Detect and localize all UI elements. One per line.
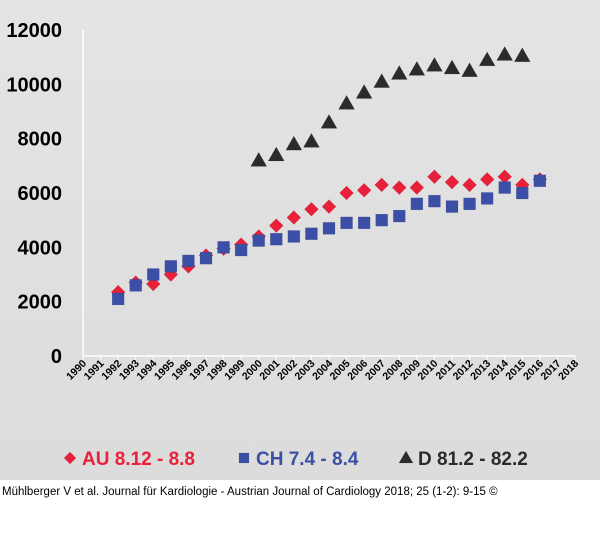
data-point-diamond xyxy=(409,180,425,195)
data-point-square xyxy=(270,232,283,246)
data-point-square xyxy=(375,213,388,227)
data-point-triangle xyxy=(390,64,408,80)
y-tick-label: 0 xyxy=(51,346,62,368)
data-point-square xyxy=(463,197,476,211)
data-point-square xyxy=(252,234,265,247)
data-point-triangle xyxy=(425,56,443,72)
data-point-triangle xyxy=(478,51,496,67)
y-tick-label: 10000 xyxy=(6,74,62,96)
data-point-square xyxy=(129,279,142,292)
data-point-square xyxy=(322,222,336,235)
data-point-square xyxy=(410,197,424,211)
data-point-diamond xyxy=(356,182,372,198)
data-point-square xyxy=(287,230,301,243)
data-point-diamond xyxy=(286,210,302,225)
legend-label: CH 7.4 - 8.4 xyxy=(256,449,359,470)
data-point-square xyxy=(199,251,213,265)
data-point-square xyxy=(182,254,195,268)
x-tick-label: 2018 xyxy=(556,358,581,383)
data-point-square xyxy=(217,241,230,254)
y-tick-label: 6000 xyxy=(18,183,63,205)
data-point-triangle xyxy=(267,146,285,162)
data-point-triangle xyxy=(496,45,514,61)
scatter-chart: 0200040006000800010000120001990199119921… xyxy=(6,20,581,470)
data-point-square xyxy=(357,216,371,230)
y-tick-label: 2000 xyxy=(18,292,63,314)
data-point-square xyxy=(516,186,529,200)
data-point-square xyxy=(164,260,178,273)
data-point-diamond xyxy=(304,201,319,217)
data-point-square xyxy=(498,181,511,194)
chart-figure: 0 2000 4000 6000 8000 10000 12000 1990 1991 1992 1… xyxy=(0,0,600,480)
data-point-square xyxy=(340,216,353,230)
data-point-triangle xyxy=(513,47,531,63)
data-point-triangle xyxy=(461,62,479,77)
data-point-square xyxy=(480,192,494,205)
citation-text: Mühlberger V et al. Journal für Kardiolo… xyxy=(2,486,498,498)
data-point-diamond xyxy=(391,180,407,195)
data-point-diamond xyxy=(462,177,477,193)
data-point-diamond xyxy=(427,169,442,185)
data-point-square xyxy=(445,200,459,213)
data-point-triangle xyxy=(443,59,461,75)
data-point-square xyxy=(533,174,547,188)
data-point-diamond xyxy=(444,174,460,190)
data-point-square xyxy=(234,243,248,257)
data-point-square xyxy=(305,227,318,240)
data-point-diamond xyxy=(339,185,354,201)
data-point-triangle xyxy=(250,151,268,167)
data-point-triangle xyxy=(373,73,391,88)
data-point-triangle xyxy=(320,113,338,129)
data-point-square xyxy=(393,209,406,223)
data-point-diamond xyxy=(374,177,390,193)
y-tick-label: 8000 xyxy=(18,129,63,151)
data-point-triangle xyxy=(338,94,356,110)
data-point-triangle xyxy=(285,135,303,151)
legend-marker-diamond xyxy=(63,451,77,465)
legend-label: D 81.2 - 82.2 xyxy=(418,449,528,470)
data-point-triangle xyxy=(302,132,320,148)
data-point-diamond xyxy=(268,218,284,233)
y-tick-label: 4000 xyxy=(18,237,63,259)
legend-marker-triangle xyxy=(398,450,414,464)
data-point-diamond xyxy=(145,276,161,292)
data-point-triangle xyxy=(355,83,373,99)
y-tick-label: 12000 xyxy=(6,20,62,42)
legend-marker-square xyxy=(238,452,250,464)
legend-label: AU 8.12 - 8.8 xyxy=(82,449,195,470)
data-point-square xyxy=(147,268,160,281)
data-point-square xyxy=(111,292,125,306)
data-point-diamond xyxy=(321,199,337,214)
data-point-triangle xyxy=(408,60,426,76)
data-point-square xyxy=(428,194,441,208)
data-point-diamond xyxy=(479,172,495,187)
